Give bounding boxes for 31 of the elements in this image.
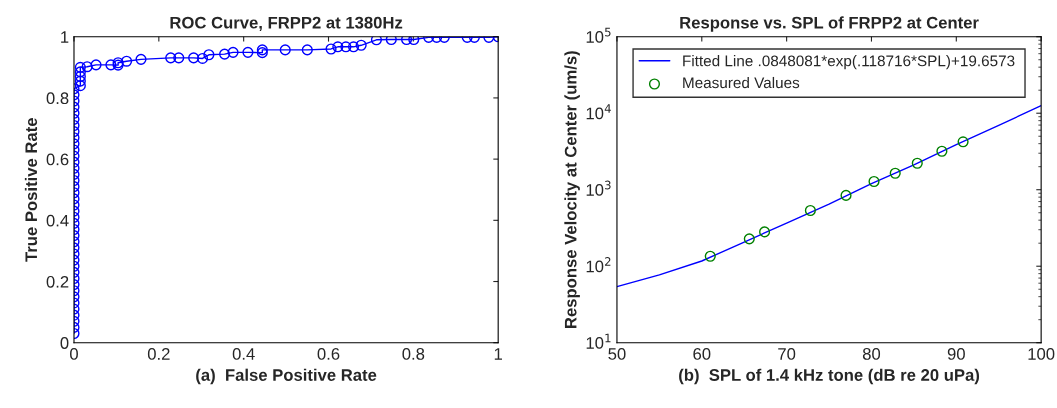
y-tick-label: 10$^{1}$ bbox=[586, 333, 611, 349]
x-axis-title: (a) False Positive Rate bbox=[196, 368, 377, 385]
x-tick-label: 80 bbox=[862, 348, 881, 360]
x-tick-label: 0.2 bbox=[147, 348, 170, 360]
x-tick-label: 60 bbox=[693, 348, 711, 360]
legend-label: Fitted Line .0848081*exp(.118716*SPL)+19.6573 bbox=[683, 55, 1015, 70]
y-tick-label: 10$^{2}$ bbox=[586, 257, 611, 273]
y-tick-label: 0 bbox=[60, 337, 69, 349]
y-tick-label: 1 bbox=[61, 31, 69, 43]
x-tick-label: 1 bbox=[494, 348, 502, 360]
x-tick-label: 0.8 bbox=[402, 348, 425, 360]
y-tick-label: 0.8 bbox=[46, 92, 69, 105]
y-tick-label: 0.2 bbox=[46, 275, 69, 288]
y-tick-label: 10$^{5}$ bbox=[586, 27, 611, 43]
y-tick-label: 10$^{4}$ bbox=[586, 104, 611, 120]
y-tick-label: 0.6 bbox=[46, 153, 69, 166]
y-axis-title: Response Velocity at Center (um/s) bbox=[564, 51, 580, 328]
y-tick-label: 10$^{3}$ bbox=[586, 180, 611, 196]
x-tick-label: 0.6 bbox=[317, 348, 340, 360]
x-tick-label: 0 bbox=[70, 348, 78, 360]
x-axis-title: (b) SPL of 1.4 kHz tone (dB re 20 uPa) bbox=[679, 368, 980, 385]
x-tick-label: 50 bbox=[608, 348, 626, 360]
x-tick-label: 100 bbox=[1028, 348, 1055, 360]
chart-title: Response vs. SPL of FRPP2 at Center bbox=[680, 16, 979, 32]
legend-label: Measured Values bbox=[683, 76, 800, 89]
chart-title: ROC Curve, FRPP2 at 1380Hz bbox=[170, 16, 403, 31]
y-axis-title: True Positive Rate bbox=[24, 118, 38, 262]
x-tick-label: 70 bbox=[778, 348, 796, 360]
x-tick-label: 0.4 bbox=[232, 348, 255, 360]
y-tick-label: 0.4 bbox=[46, 214, 69, 227]
x-tick-label: 90 bbox=[947, 348, 965, 360]
